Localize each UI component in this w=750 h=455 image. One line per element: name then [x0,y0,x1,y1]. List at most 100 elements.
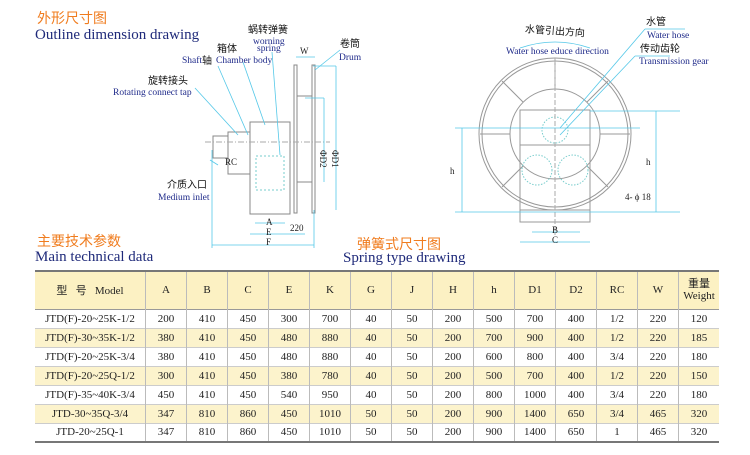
cell-value: 50 [391,366,433,385]
header-a: A [145,271,187,309]
label-direction-en: Water hose educe direction [506,47,609,57]
cell-value: 800 [514,347,556,366]
cell-value: 200 [145,309,187,328]
cell-value: 200 [432,366,474,385]
outline-title-cn: 外形尺寸图 [37,11,107,27]
tech-title-cn: 主要技术参数 [37,234,121,250]
cell-model: JTD-30~35Q-3/4 [51,407,129,420]
cell-value: 700 [514,309,556,328]
tech-title-en: Main technical data [35,249,154,265]
cell-value: 220 [637,309,679,328]
cell-value: 150 [678,366,719,385]
label-shaft-cn: 轴 [202,54,212,67]
cell-value: 40 [350,309,392,328]
cell-value: 347 [145,423,187,442]
label-drum-cn: 卷筒 [340,37,360,50]
cell-value: 1/2 [596,366,638,385]
cell-value: 540 [268,385,310,404]
header-e: E [268,271,310,309]
dim-220: 220 [290,223,304,233]
cell-value: 400 [555,328,597,347]
cell-value: 185 [678,328,719,347]
cell-value: 410 [186,385,228,404]
cell-model: JTD(F)-30~35K-1/2 [45,331,135,344]
label-rotating-cn: 旋转接头 [148,74,188,87]
dim-a: A [266,217,273,227]
cell-value: 380 [145,347,187,366]
cell-value: 220 [637,385,679,404]
cell-value: 220 [637,347,679,366]
cell-value: 900 [473,404,515,423]
cell-value: 650 [555,404,597,423]
table-row: JTD(F)-20~25K-3/4 380 410 450 480 880 40 50 200 6… [35,347,719,366]
label-gear-en: Transmission gear [639,57,709,67]
cell-value: 860 [227,423,269,442]
dim-d2: ΦD2 [318,150,328,168]
cell-value: 450 [227,385,269,404]
cell-model: JTD(F)-20~25Q-1/2 [45,369,135,382]
cell-value: 450 [268,423,310,442]
cell-value: 40 [350,347,392,366]
header-d2: D2 [555,271,597,309]
cell-value: 200 [432,328,474,347]
dim-e: E [266,227,272,237]
dim-c: C [552,235,558,245]
cell-value: 810 [186,423,228,442]
label-drum-en: Drum [339,53,362,63]
cell-value: 1/2 [596,328,638,347]
cell-value: 200 [432,423,474,442]
cell-value: 3/4 [596,385,638,404]
dim-w: W [300,46,309,56]
cell-value: 380 [268,366,310,385]
dim-holes: 4- ϕ 18 [625,192,651,202]
header-j: J [391,271,433,309]
cell-model: JTD-20~25Q-1 [56,426,124,439]
cell-value: 410 [186,347,228,366]
cell-value: 400 [555,385,597,404]
cell-value: 410 [186,366,228,385]
cell-value: 347 [145,404,187,423]
cell-value: 450 [227,309,269,328]
cell-value: 380 [145,328,187,347]
label-inlet-cn: 介质入口 [167,179,207,191]
cell-value: 800 [473,385,515,404]
cell-value: 410 [186,328,228,347]
cell-value: 50 [350,423,392,442]
cell-value: 200 [432,309,474,328]
cell-value: 3/4 [596,347,638,366]
cell-value: 300 [268,309,310,328]
table-row: JTD(F)-30~35K-1/2 380 410 450 480 880 40 50 200 7… [35,328,719,347]
outline-title-en: Outline dimension drawing [35,27,200,43]
cell-value: 1010 [309,423,351,442]
cell-value: 50 [391,309,433,328]
header-c: C [227,271,269,309]
cell-value: 500 [473,366,515,385]
outline-drawing: 蜗转弹簧 worning spring 箱体 Shaft 轴 Chamber b… [113,23,362,248]
header-d1: D1 [514,271,556,309]
cell-value: 50 [350,404,392,423]
cell-value: 450 [268,404,310,423]
label-spring-en2: spring [257,44,281,54]
cell-value: 880 [309,347,351,366]
cell-value: 1400 [514,423,556,442]
cell-value: 320 [678,423,719,442]
label-shaft-en: Shaft [182,55,202,66]
cell-value: 50 [391,328,433,347]
dim-h-left: h [450,166,455,176]
table-row: JTD-20~25Q-1 347 810 860 450 1010 50 50 200 900 14… [35,423,719,442]
cell-value: 860 [227,404,269,423]
cell-value: 780 [309,366,351,385]
cell-value: 200 [432,404,474,423]
cell-value: 320 [678,404,719,423]
label-spring-cn: 蜗转弹簧 [248,23,288,36]
cell-value: 400 [555,347,597,366]
cell-value: 180 [678,347,719,366]
cell-value: 465 [637,423,679,442]
header-model: 型 号 Model [56,284,124,298]
cell-value: 40 [350,366,392,385]
cell-value: 600 [473,347,515,366]
cell-value: 450 [227,347,269,366]
cell-value: 1010 [309,404,351,423]
header-weight: 重量 Weight [678,271,719,309]
